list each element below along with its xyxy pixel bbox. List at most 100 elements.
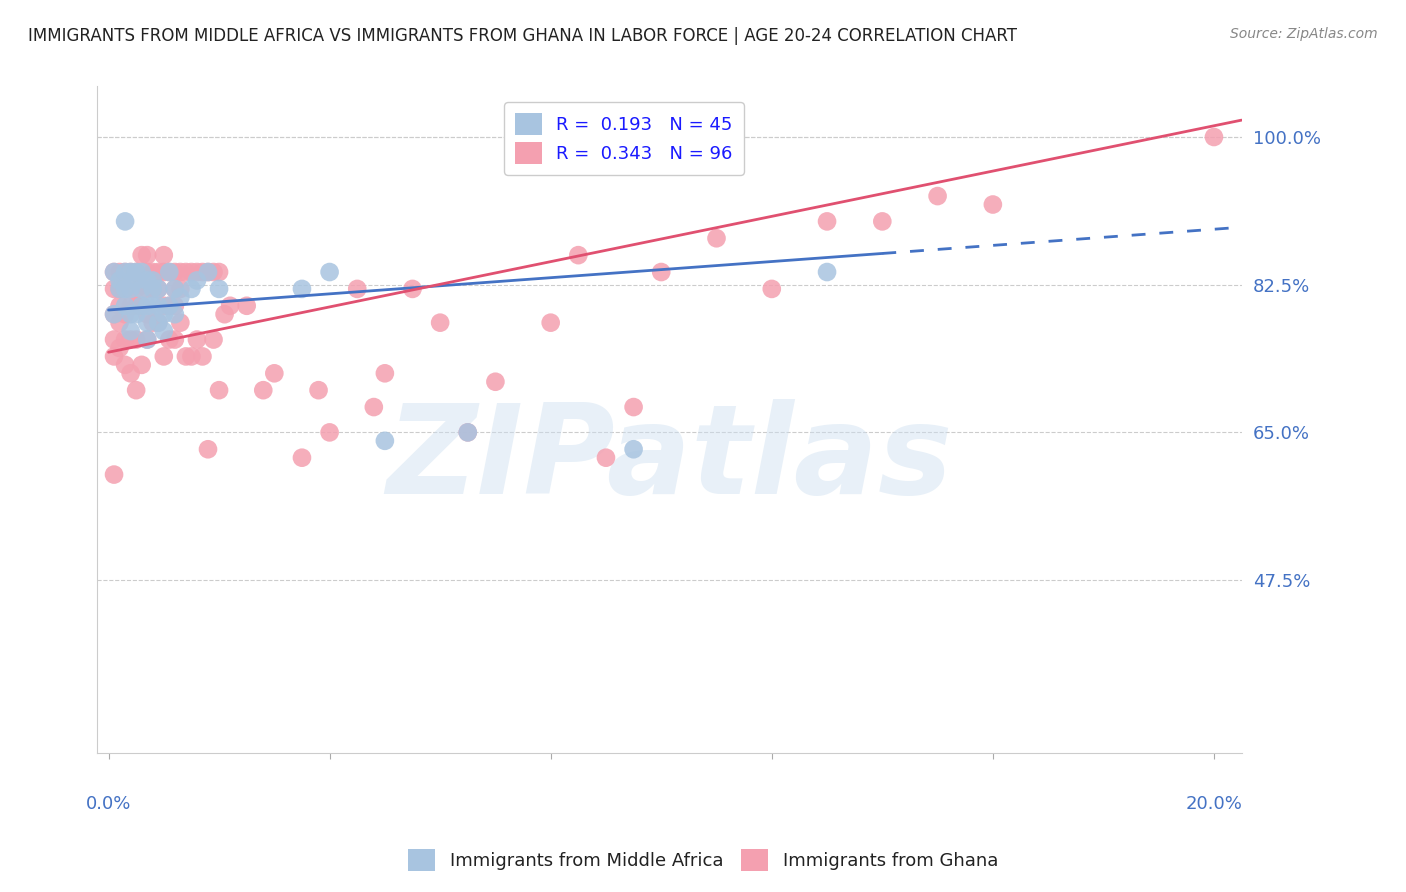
Point [142,299,165,313]
Point [927,189,949,203]
Point [152,350,174,364]
Point [131,358,153,372]
Point [152,324,174,338]
Point [125,383,148,397]
Point [815,214,838,228]
Point [136,282,159,296]
Point [152,307,174,321]
Point [131,299,153,313]
Point [108,316,131,330]
Point [136,248,159,262]
Point [163,265,186,279]
Point [125,333,148,347]
Point [1202,130,1225,145]
Point [142,265,165,279]
Point [120,367,142,381]
Point [103,307,125,321]
Point [136,299,159,313]
Point [125,282,148,296]
Point [872,214,894,228]
Text: IMMIGRANTS FROM MIDDLE AFRICA VS IMMIGRANTS FROM GHANA IN LABOR FORCE | AGE 20-2: IMMIGRANTS FROM MIDDLE AFRICA VS IMMIGRA… [28,27,1017,45]
Point [291,282,314,296]
Point [186,273,208,287]
Text: 0.0%: 0.0% [86,796,131,814]
Point [157,299,180,313]
Point [108,299,131,313]
Point [981,197,1004,211]
Point [125,273,148,287]
Text: Source: ZipAtlas.com: Source: ZipAtlas.com [1230,27,1378,41]
Point [142,273,165,287]
Point [125,299,148,313]
Point [136,307,159,321]
Point [131,299,153,313]
Point [125,265,148,279]
Point [114,299,136,313]
Point [157,299,180,313]
Point [103,467,125,482]
Point [457,425,479,440]
Point [114,265,136,279]
Point [180,350,202,364]
Point [457,425,479,440]
Point [103,282,125,296]
Point [125,307,148,321]
Point [136,316,159,330]
Legend: Immigrants from Middle Africa, Immigrants from Ghana: Immigrants from Middle Africa, Immigrant… [401,842,1005,879]
Point [374,367,396,381]
Point [208,265,231,279]
Point [103,350,125,364]
Point [136,273,159,287]
Point [235,299,257,313]
Point [650,265,672,279]
Point [120,324,142,338]
Point [148,316,170,330]
Point [623,400,645,414]
Point [163,282,186,296]
Legend: R =  0.193   N = 45, R =  0.343   N = 96: R = 0.193 N = 45, R = 0.343 N = 96 [503,102,744,175]
Point [346,282,368,296]
Point [186,265,208,279]
Point [103,333,125,347]
Point [761,282,783,296]
Point [103,265,125,279]
Point [197,442,219,457]
Point [152,299,174,313]
Point [131,265,153,279]
Point [108,273,131,287]
Point [131,282,153,296]
Point [363,400,385,414]
Point [157,333,180,347]
Point [152,248,174,262]
Point [108,282,131,296]
Point [163,333,186,347]
Text: ZIPatlas: ZIPatlas [387,400,953,520]
Point [191,350,214,364]
Point [169,265,191,279]
Point [169,282,191,296]
Point [108,282,131,296]
Point [706,231,728,245]
Point [136,333,159,347]
Point [567,248,589,262]
Point [108,341,131,355]
Point [401,282,423,296]
Point [120,265,142,279]
Point [252,383,274,397]
Text: 20.0%: 20.0% [1185,796,1243,814]
Point [142,282,165,296]
Point [114,307,136,321]
Point [148,282,170,296]
Point [152,265,174,279]
Point [174,265,197,279]
Point [142,282,165,296]
Point [308,383,330,397]
Point [484,375,506,389]
Point [180,282,202,296]
Point [197,265,219,279]
Point [208,383,231,397]
Point [148,282,170,296]
Point [186,333,208,347]
Point [103,265,125,279]
Point [125,265,148,279]
